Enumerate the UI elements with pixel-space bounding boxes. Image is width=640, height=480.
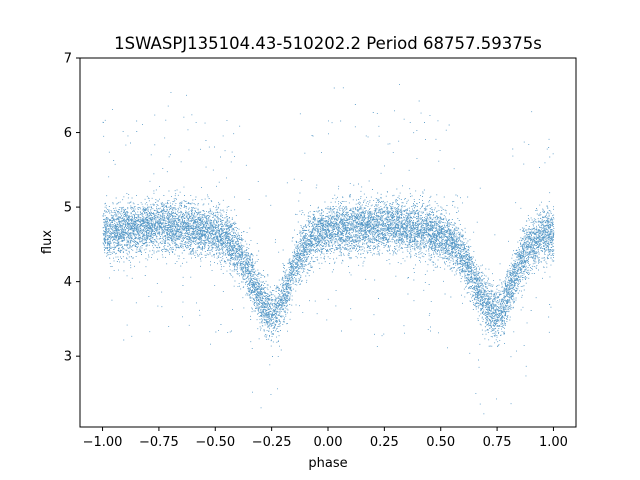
x-tick-label: 0.00	[314, 435, 343, 450]
y-axis-ticks: 3 4 5 6 7	[64, 52, 80, 365]
chart-title: 1SWASPJ135104.43-510202.2 Period 68757.5…	[114, 34, 542, 53]
x-tick-label: 0.75	[483, 435, 512, 450]
y-tick-label: 4	[64, 275, 72, 290]
y-tick-label: 5	[64, 201, 72, 216]
x-tick-label: −0.50	[195, 435, 235, 450]
y-tick-label: 7	[64, 52, 72, 67]
x-tick-label: 0.50	[426, 435, 455, 450]
x-tick-label: −1.00	[83, 435, 123, 450]
x-tick-label: 1.00	[539, 435, 568, 450]
x-tick-label: −0.75	[139, 435, 179, 450]
y-tick-label: 3	[64, 350, 72, 365]
x-axis-label: phase	[308, 456, 347, 471]
scatter-points	[102, 84, 555, 415]
y-tick-label: 6	[64, 126, 72, 141]
data-points	[102, 84, 555, 415]
x-tick-label: 0.25	[370, 435, 399, 450]
x-axis-ticks: −1.00 −0.75 −0.50 −0.25 0.00 0.25 0.50 0.75 1.00	[83, 427, 568, 450]
x-tick-label: −0.25	[252, 435, 292, 450]
y-axis-label: flux	[40, 230, 55, 254]
